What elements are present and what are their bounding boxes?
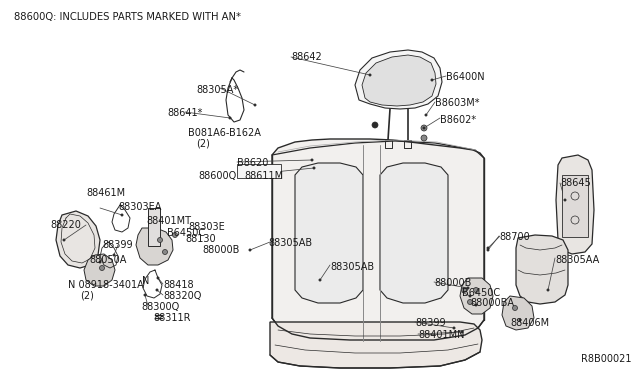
Text: 88311R: 88311R: [153, 313, 191, 323]
Text: 88406M: 88406M: [510, 318, 549, 328]
Text: (2): (2): [80, 291, 94, 301]
Circle shape: [173, 232, 177, 237]
Text: 88399: 88399: [102, 240, 132, 250]
Circle shape: [487, 249, 489, 251]
Circle shape: [519, 319, 521, 321]
Circle shape: [157, 277, 159, 279]
Bar: [237, 164, 281, 178]
Text: B8602*: B8602*: [440, 115, 476, 125]
Circle shape: [63, 239, 65, 241]
Circle shape: [513, 305, 518, 311]
Circle shape: [121, 214, 123, 216]
Polygon shape: [295, 163, 363, 303]
Text: 88300Q: 88300Q: [141, 302, 179, 312]
Circle shape: [254, 104, 256, 106]
Text: 88305AB: 88305AB: [268, 238, 312, 248]
Circle shape: [461, 288, 467, 292]
Text: R8B00021: R8B00021: [582, 354, 632, 364]
Polygon shape: [56, 211, 100, 268]
Circle shape: [431, 79, 433, 81]
Circle shape: [421, 135, 427, 141]
Text: N 08918-3401A: N 08918-3401A: [68, 280, 144, 290]
Text: 88303E: 88303E: [188, 222, 225, 232]
Text: 88645: 88645: [560, 178, 591, 188]
Text: 88418: 88418: [163, 280, 194, 290]
Polygon shape: [380, 163, 448, 303]
Circle shape: [564, 199, 566, 201]
Text: 88305AA: 88305AA: [555, 255, 599, 265]
Text: 88641*: 88641*: [167, 108, 202, 118]
Text: B081A6-B162A: B081A6-B162A: [188, 128, 261, 138]
Text: N: N: [142, 276, 149, 286]
Circle shape: [425, 114, 428, 116]
Polygon shape: [272, 139, 484, 341]
Circle shape: [467, 287, 469, 289]
Text: 88050A: 88050A: [89, 255, 126, 265]
Text: 88399: 88399: [415, 318, 445, 328]
Text: 88220: 88220: [50, 220, 81, 230]
Circle shape: [249, 249, 251, 251]
Circle shape: [157, 237, 163, 243]
Bar: [148, 208, 160, 246]
Circle shape: [113, 254, 115, 256]
Text: 88000B: 88000B: [434, 278, 472, 288]
Text: 88401MN: 88401MN: [418, 330, 465, 340]
Circle shape: [99, 261, 101, 263]
Text: 88000BA: 88000BA: [470, 298, 514, 308]
Text: (2): (2): [196, 139, 210, 149]
Circle shape: [421, 125, 427, 131]
Circle shape: [423, 127, 425, 129]
Text: B8603M*: B8603M*: [435, 98, 479, 108]
Text: 88305AB: 88305AB: [330, 262, 374, 272]
Bar: [562, 175, 588, 237]
Text: 88130: 88130: [185, 234, 216, 244]
Circle shape: [163, 250, 168, 254]
Circle shape: [313, 167, 315, 169]
Polygon shape: [362, 55, 436, 106]
Polygon shape: [502, 296, 534, 330]
Circle shape: [369, 74, 371, 76]
Circle shape: [156, 289, 158, 291]
Text: B6400N: B6400N: [446, 72, 484, 82]
Polygon shape: [355, 50, 442, 109]
Polygon shape: [516, 235, 568, 304]
Text: B8620: B8620: [237, 158, 268, 168]
Text: B6450C: B6450C: [462, 288, 500, 298]
Circle shape: [475, 304, 477, 306]
Text: 88642: 88642: [291, 52, 322, 62]
Circle shape: [311, 159, 313, 161]
Text: B6450C: B6450C: [167, 228, 205, 238]
Circle shape: [144, 294, 146, 296]
Circle shape: [99, 266, 104, 270]
Text: 88461M: 88461M: [86, 188, 125, 198]
Circle shape: [547, 289, 549, 291]
Polygon shape: [84, 254, 115, 286]
Text: 88000B: 88000B: [202, 245, 239, 255]
Circle shape: [461, 331, 463, 333]
Circle shape: [468, 295, 471, 297]
Circle shape: [453, 327, 455, 329]
Text: 88320Q: 88320Q: [163, 291, 202, 301]
Text: 88700: 88700: [499, 232, 530, 242]
Circle shape: [319, 279, 321, 281]
Text: 88611M: 88611M: [244, 171, 283, 181]
Text: 88600Q: INCLUDES PARTS MARKED WITH AN*: 88600Q: INCLUDES PARTS MARKED WITH AN*: [14, 12, 241, 22]
Text: 88305A*: 88305A*: [196, 85, 238, 95]
Text: 88303EA: 88303EA: [118, 202, 161, 212]
Polygon shape: [136, 228, 173, 265]
Circle shape: [487, 247, 489, 249]
Circle shape: [474, 288, 479, 292]
Polygon shape: [460, 278, 493, 314]
Circle shape: [229, 117, 231, 119]
Circle shape: [467, 299, 472, 305]
Circle shape: [372, 122, 378, 128]
Text: 88600Q: 88600Q: [198, 171, 236, 181]
Polygon shape: [556, 155, 594, 254]
Text: 88401MT: 88401MT: [146, 216, 191, 226]
Polygon shape: [270, 322, 482, 368]
